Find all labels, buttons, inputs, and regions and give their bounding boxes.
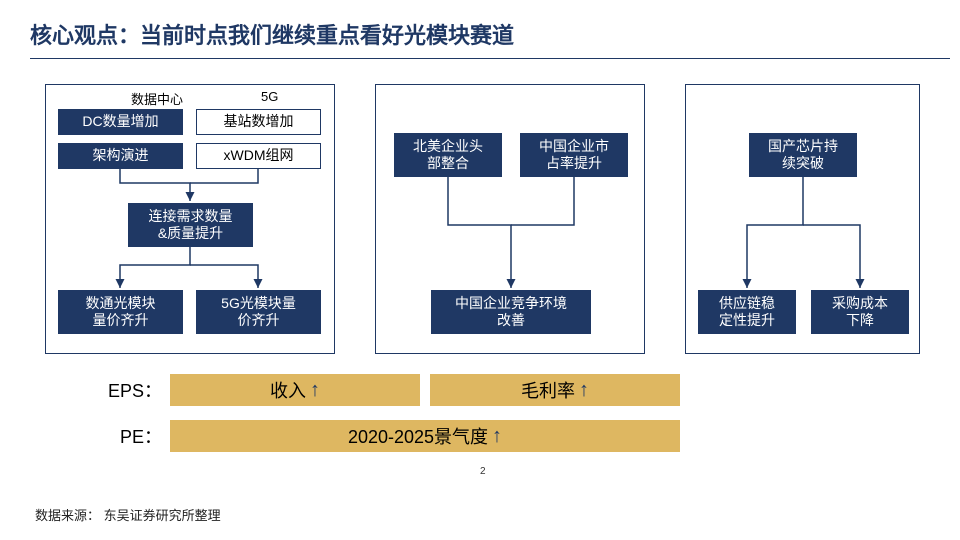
up-arrow-icon: ↑ [492,425,502,448]
pe-text: 2020-2025景气度 [348,423,488,449]
node-cn-env: 中国企业竞争环境 改善 [431,290,591,334]
up-arrow-icon: ↑ [310,379,320,402]
eps-revenue-text: 收入 [270,377,306,403]
node-cn-share: 中国企业市 占率提升 [520,133,628,177]
eps-margin-bar: 毛利率↑ [430,374,680,406]
node-dc-increase: DC数量增加 [58,109,183,135]
pe-bar: 2020-2025景气度↑ [170,420,680,452]
node-demand: 连接需求数量 &质量提升 [128,203,253,247]
node-bs-increase: 基站数增加 [196,109,321,135]
title-rule [30,58,950,59]
pe-label: PE： [60,423,170,449]
panel-competition: 北美企业头 部整合 中国企业市 占率提升 中国企业竞争环境 改善 [375,84,645,354]
eps-label: EPS： [60,377,170,403]
hdr-datacenter: 数据中心 [131,89,183,108]
page-title: 核心观点：当前时点我们继续重点看好光模块赛道 [30,22,530,50]
node-5gom: 5G光模块量 价齐升 [196,290,321,334]
summary-bars: EPS： 收入↑ 毛利率↑ PE： 2020-2025景气度↑ [60,374,920,466]
panel-drivers: 数据中心 5G DC数量增加 基站数增加 架构演进 xWDM组网 连接需求数量 … [45,84,335,354]
node-arch: 架构演进 [58,143,183,169]
eps-revenue-bar: 收入↑ [170,374,420,406]
hdr-5g: 5G [261,89,278,104]
source-note: 数据来源： 东吴证券研究所整理 [35,505,221,524]
node-stom: 数通光模块 量价齐升 [58,290,183,334]
panel-chip: 国产芯片持 续突破 供应链稳 定性提升 采购成本 下降 [685,84,920,354]
node-na: 北美企业头 部整合 [394,133,502,177]
node-cost: 采购成本 下降 [811,290,909,334]
node-supply: 供应链稳 定性提升 [698,290,796,334]
up-arrow-icon: ↑ [579,379,589,402]
page-number: 2 [480,466,486,477]
node-chip: 国产芯片持 续突破 [749,133,857,177]
eps-margin-text: 毛利率 [521,377,575,403]
node-xwdm: xWDM组网 [196,143,321,169]
